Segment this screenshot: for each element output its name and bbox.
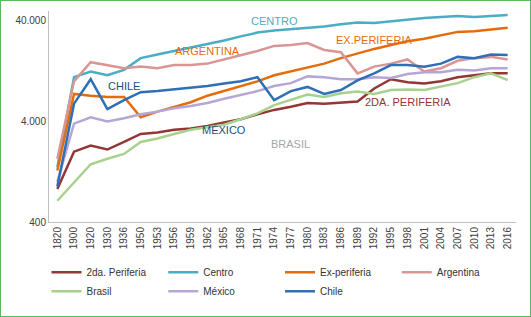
svg-text:1998: 1998 [402, 227, 413, 250]
svg-text:1986: 1986 [335, 227, 346, 250]
svg-text:1980: 1980 [302, 227, 313, 250]
svg-text:2DA. PERIFERIA: 2DA. PERIFERIA [365, 96, 451, 108]
svg-text:CHILE: CHILE [108, 80, 140, 92]
svg-text:1989: 1989 [352, 227, 363, 250]
svg-text:1956: 1956 [168, 227, 179, 250]
svg-text:1959: 1959 [185, 227, 196, 250]
svg-text:2da. Periferia: 2da. Periferia [87, 267, 147, 278]
svg-text:1900: 1900 [68, 227, 79, 250]
svg-text:Brasil: Brasil [87, 286, 112, 297]
svg-text:1992: 1992 [368, 227, 379, 250]
svg-text:Ex-periferia: Ex-periferia [320, 267, 372, 278]
svg-text:1936: 1936 [118, 227, 129, 250]
svg-text:EX.PERIFERIA: EX.PERIFERIA [336, 34, 412, 46]
svg-text:2013: 2013 [485, 227, 496, 250]
svg-text:México: México [203, 286, 235, 297]
svg-text:2001: 2001 [419, 227, 430, 250]
svg-text:2016: 2016 [502, 227, 513, 250]
svg-text:400: 400 [29, 217, 46, 228]
svg-text:ARGENTINA: ARGENTINA [175, 45, 240, 57]
svg-text:2004: 2004 [435, 227, 446, 250]
svg-text:1974: 1974 [268, 227, 279, 250]
svg-text:1995: 1995 [385, 227, 396, 250]
svg-text:CENTRO: CENTRO [251, 15, 298, 27]
svg-text:1920: 1920 [85, 227, 96, 250]
svg-text:Argentina: Argentina [437, 267, 480, 278]
svg-text:1968: 1968 [235, 227, 246, 250]
svg-text:1820: 1820 [52, 227, 63, 250]
svg-text:MÉXICO: MÉXICO [202, 124, 246, 136]
svg-text:2007: 2007 [452, 227, 463, 250]
svg-text:1930: 1930 [102, 227, 113, 250]
svg-text:1950: 1950 [135, 227, 146, 250]
svg-text:1971: 1971 [252, 227, 263, 250]
svg-text:Chile: Chile [320, 286, 343, 297]
svg-text:1953: 1953 [152, 227, 163, 250]
svg-text:BRASIL: BRASIL [271, 138, 310, 150]
svg-text:40.000: 40.000 [15, 15, 46, 26]
svg-text:Centro: Centro [203, 267, 233, 278]
svg-text:1965: 1965 [218, 227, 229, 250]
svg-text:2010: 2010 [469, 227, 480, 250]
svg-text:1962: 1962 [202, 227, 213, 250]
svg-text:1977: 1977 [285, 227, 296, 250]
svg-text:4.000: 4.000 [21, 116, 46, 127]
svg-text:1983: 1983 [318, 227, 329, 250]
